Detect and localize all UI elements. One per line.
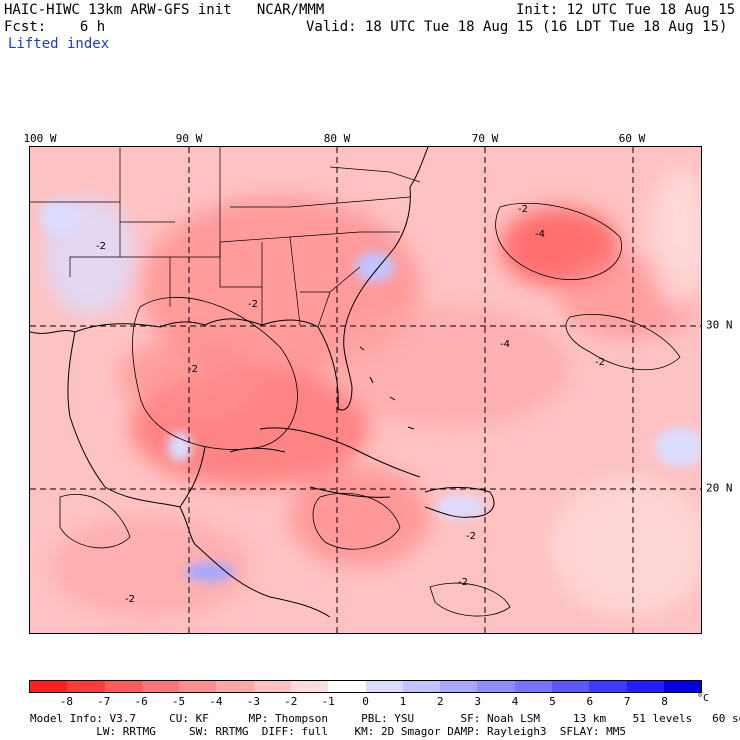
colorbar-swatch (365, 681, 403, 692)
init-time: Init: 12 UTC Tue 18 Aug 15 (516, 2, 736, 18)
contour-label: -4 (500, 339, 510, 350)
contour-label: -2 (466, 531, 476, 542)
colorbar-tick-label: 5 (549, 695, 556, 708)
lifted-index-map: -2 -4 -2 -2 -4 -2 -2 -2 -2 -2 (29, 146, 702, 634)
contour-label: -4 (535, 229, 545, 240)
colorbar-swatch (179, 681, 217, 692)
shading-layer (45, 167, 701, 617)
colorbar-tick-label: 4 (511, 695, 519, 708)
lon-label-60w: 60 W (618, 132, 646, 145)
contours (59, 202, 681, 617)
lifted-index-colorbar (29, 680, 702, 693)
colorbar-swatch (104, 681, 142, 692)
colorbar-swatch (141, 681, 180, 692)
lon-label-100w: 100 W (23, 132, 57, 145)
contour-label: -2 (248, 299, 258, 310)
model-info-line-1: Model Info: V3.7 CU: KF MP: Thompson PBL… (30, 712, 740, 725)
colorbar-tick-label: -6 (134, 695, 148, 708)
colorbar-swatch (253, 681, 291, 692)
lat-label-30n: 30 N (706, 318, 733, 332)
forecast-hour: Fcst: 6 h (4, 19, 106, 35)
coastlines (30, 147, 495, 618)
contour-label: -2 (96, 241, 106, 252)
field-name: Lifted index (8, 36, 110, 52)
colorbar-swatch (477, 681, 515, 692)
model-info-line-2: LW: RRTMG SW: RRTMG DIFF: full KM: 2D Sm… (30, 725, 627, 738)
colorbar-tick-label: -8 (59, 695, 73, 708)
colorbar-tick-label: -2 (284, 695, 298, 708)
colorbar-tick-label: -1 (321, 695, 335, 708)
colorbar-swatch (551, 681, 590, 692)
contour-label: -2 (518, 204, 528, 215)
colorbar-swatch (290, 681, 329, 692)
contour-label: -2 (188, 364, 198, 375)
colorbar-tick-label: 1 (399, 695, 407, 708)
lon-label-90w: 90 W (175, 132, 203, 145)
colorbar-swatch (440, 681, 478, 692)
colorbar-tick-label: -3 (246, 695, 260, 708)
colorbar-tick-label: -5 (171, 695, 186, 708)
colorbar-swatch (216, 681, 254, 692)
valid-time: Valid: 18 UTC Tue 18 Aug 15 (16 LDT Tue … (306, 19, 728, 35)
colorbar-tick-label: -4 (209, 695, 223, 708)
colorbar-tick-label: 6 (586, 695, 594, 708)
colorbar-swatch (67, 681, 105, 692)
contour-labels: -2 -4 -2 -2 -4 -2 -2 -2 -2 -2 (96, 204, 605, 605)
colorbar-swatch (514, 681, 552, 692)
map-canvas: -2 -4 -2 -2 -4 -2 -2 -2 -2 -2 (30, 147, 701, 633)
colorbar-tick-label: 2 (436, 695, 444, 708)
colorbar-unit: °C (697, 693, 710, 704)
lat-label-20n: 20 N (706, 481, 733, 495)
colorbar-tick-label: 7 (623, 695, 631, 708)
colorbar-swatch (589, 681, 627, 692)
colorbar-swatch (402, 681, 441, 692)
colorbar-swatch (30, 681, 68, 692)
colorbar-tick-label: 8 (661, 695, 668, 708)
lon-label-80w: 80 W (323, 132, 351, 145)
lon-label-70w: 70 W (471, 132, 499, 145)
contour-label: -2 (458, 577, 468, 588)
blue-patches (40, 199, 701, 582)
colorbar-tick-label: 3 (474, 695, 481, 708)
colorbar-swatch (663, 681, 702, 692)
lat-lon-grid (30, 147, 701, 633)
model-title: HAIC-HIWC 13km ARW-GFS init NCAR/MMM (4, 2, 325, 18)
contour-label: -2 (125, 594, 135, 605)
state-borders (30, 147, 421, 328)
contour-label: -2 (595, 357, 605, 368)
colorbar-swatch (626, 681, 664, 692)
colorbar-swatch (328, 681, 366, 692)
colorbar-tick-label: 0 (362, 695, 369, 708)
colorbar-tick-label: -7 (97, 695, 111, 708)
